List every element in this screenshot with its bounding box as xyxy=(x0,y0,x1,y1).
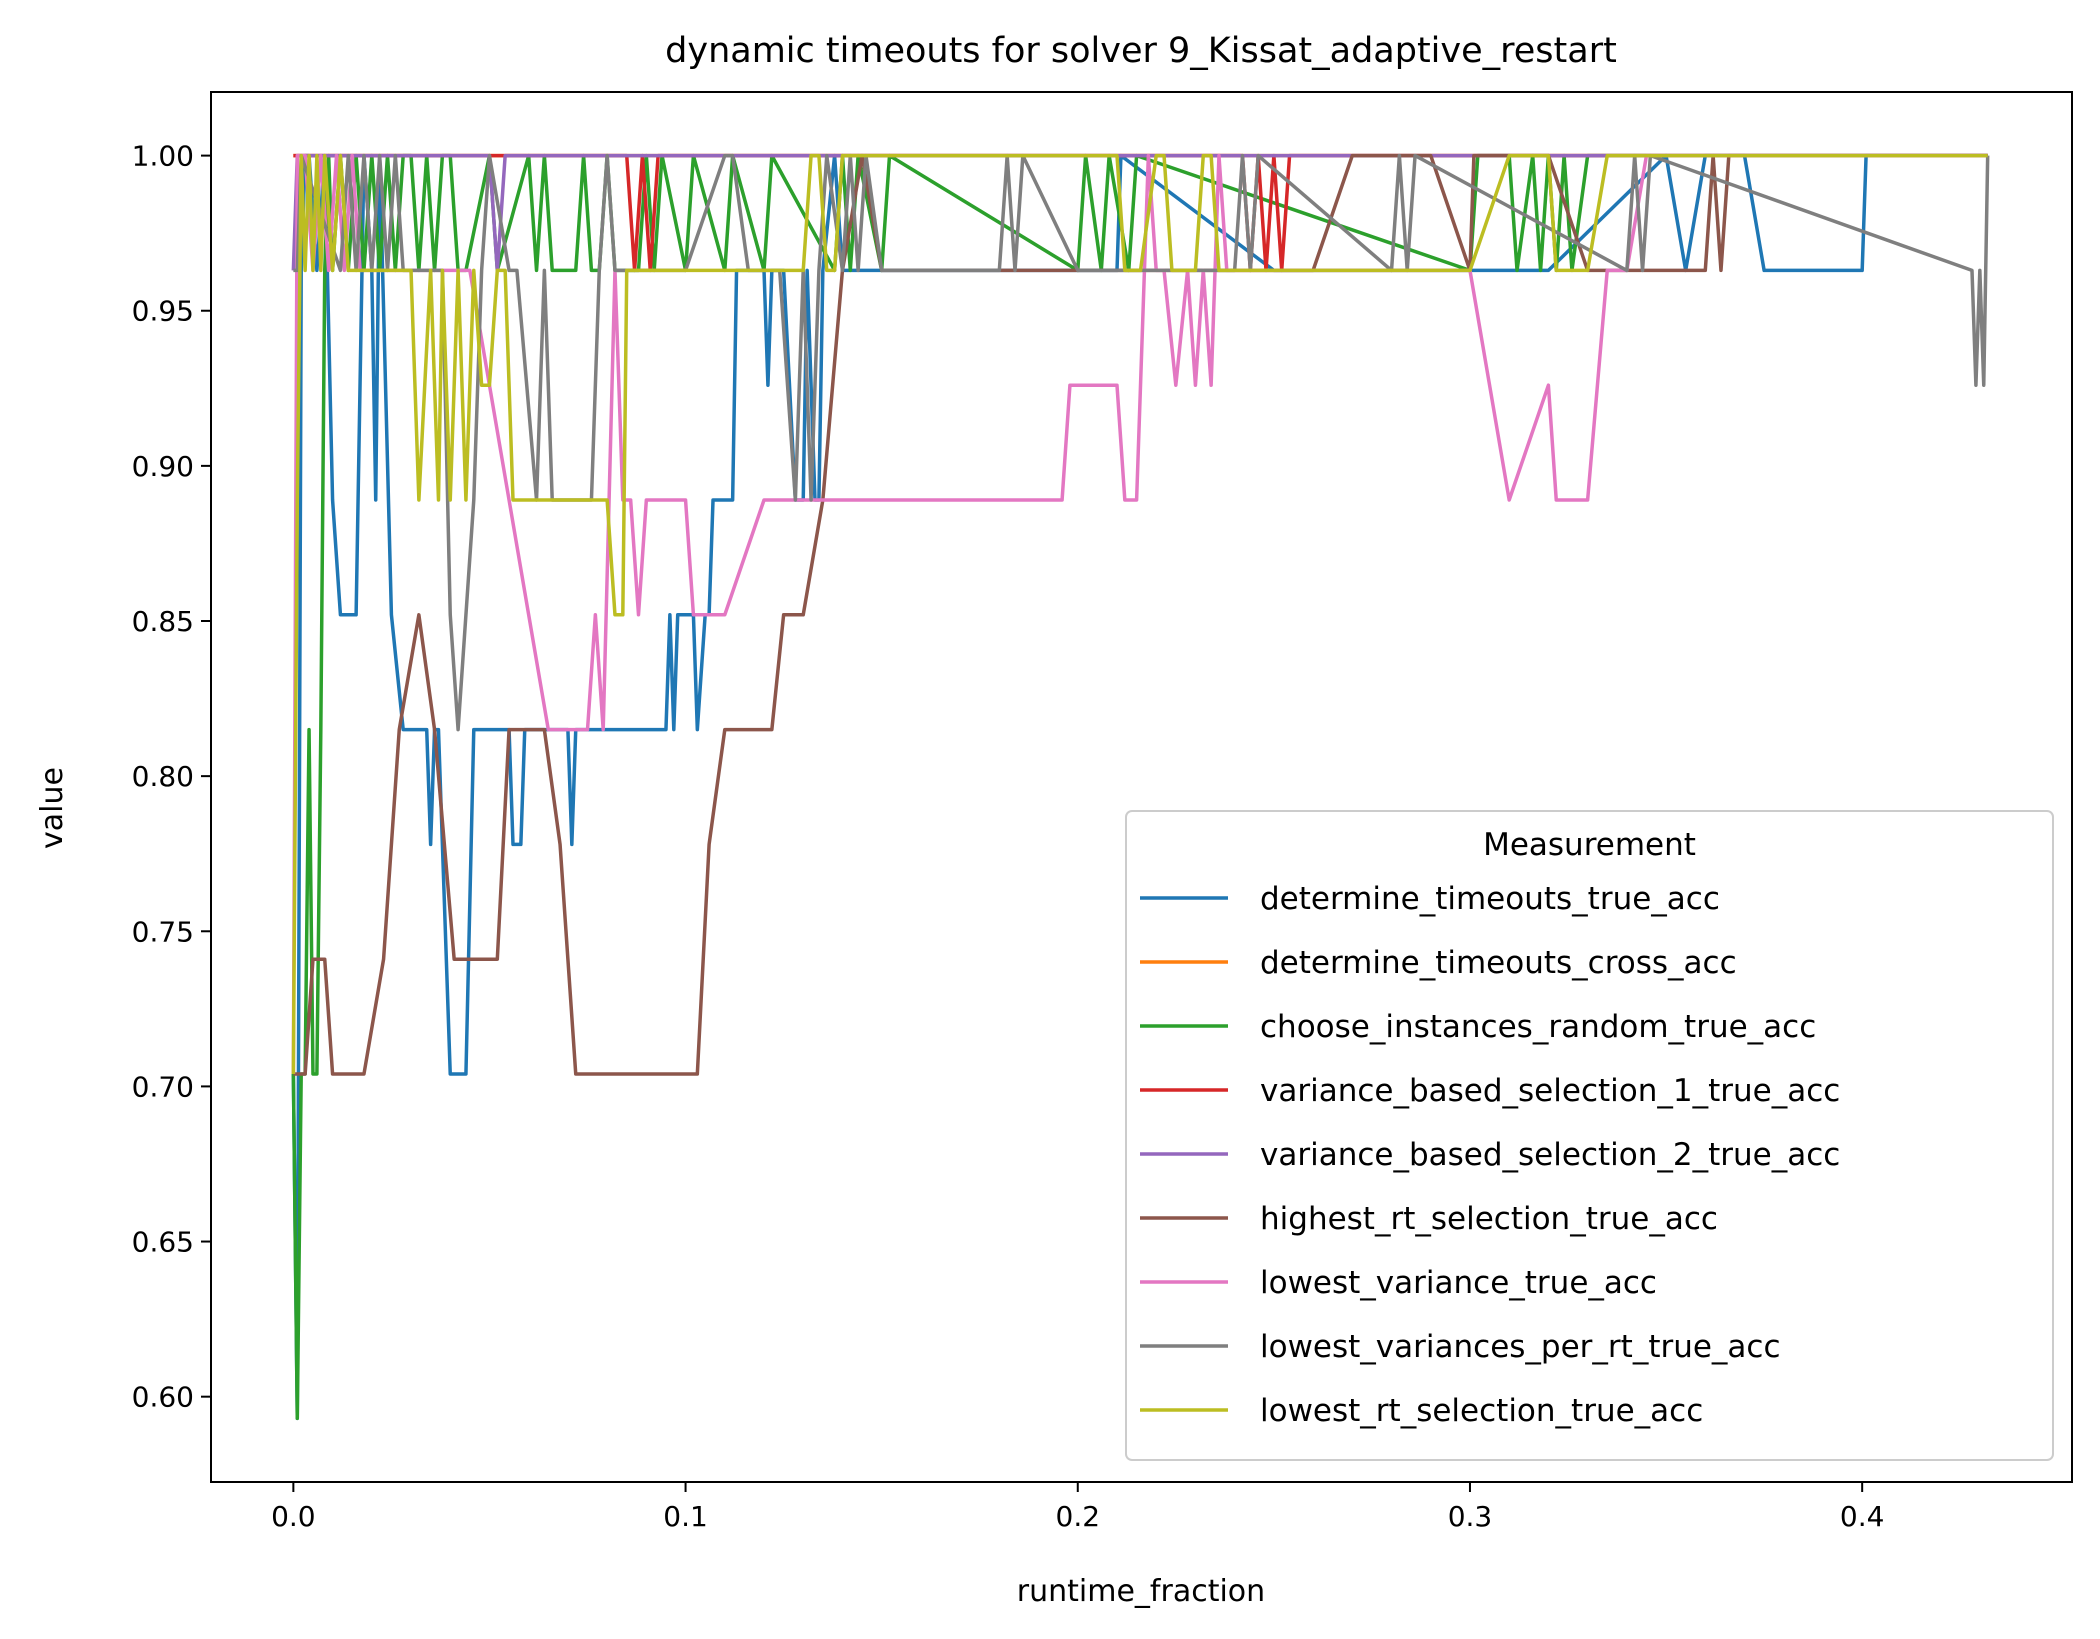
legend-entry-label: variance_based_selection_2_true_acc xyxy=(1260,1137,1840,1173)
x-axis: 0.0 0.1 0.2 0.3 0.4 xyxy=(271,1482,1884,1533)
legend-entry-label: lowest_rt_selection_true_acc xyxy=(1260,1393,1703,1429)
y-axis: 0.60 0.65 0.70 0.75 0.80 0.85 0.90 0.95 1.00 xyxy=(132,140,211,1414)
legend: Measurement determine_timeouts_true_accd… xyxy=(1125,810,2054,1461)
axes-frame xyxy=(210,91,2073,1483)
x-axis-label: runtime_fraction xyxy=(1017,1574,1265,1609)
legend-entry-label: lowest_variance_true_acc xyxy=(1260,1265,1657,1301)
chart-title: dynamic timeouts for solver 9_Kissat_ada… xyxy=(665,31,1617,71)
y-tick-label: 0.70 xyxy=(132,1070,194,1103)
legend-entry-label: determine_timeouts_true_acc xyxy=(1260,881,1720,917)
y-tick-label: 0.95 xyxy=(132,295,194,328)
legend-entry-label: choose_instances_random_true_acc xyxy=(1260,1009,1816,1045)
y-axis-label: value xyxy=(35,767,70,849)
y-tick-label: 0.60 xyxy=(132,1381,194,1414)
y-tick-label: 0.75 xyxy=(132,915,194,948)
legend-entry-label: lowest_variances_per_rt_true_acc xyxy=(1260,1329,1781,1365)
y-tick-label: 0.65 xyxy=(132,1226,194,1259)
y-tick-label: 0.80 xyxy=(132,760,194,793)
legend-title: Measurement xyxy=(1483,827,1696,863)
x-tick-label: 0.0 xyxy=(271,1500,316,1533)
legend-entry-label: highest_rt_selection_true_acc xyxy=(1260,1201,1718,1237)
series-line-lowest_variances_per_rt_true_acc xyxy=(293,153,1990,732)
series-layer xyxy=(291,153,1990,1421)
y-tick-label: 0.90 xyxy=(132,450,194,483)
x-tick-label: 0.2 xyxy=(1056,1500,1101,1533)
legend-box xyxy=(1125,810,2054,1461)
x-tick-label: 0.4 xyxy=(1840,1500,1885,1533)
x-tick-label: 0.3 xyxy=(1448,1500,1493,1533)
legend-entry-label: determine_timeouts_cross_acc xyxy=(1260,945,1737,981)
legend-entry-label: variance_based_selection_1_true_acc xyxy=(1260,1073,1840,1109)
y-tick-label: 1.00 xyxy=(132,140,194,173)
x-tick-label: 0.1 xyxy=(663,1500,708,1533)
series-line-lowest_rt_selection_true_acc xyxy=(291,153,1988,1075)
y-tick-label: 0.85 xyxy=(132,605,194,638)
